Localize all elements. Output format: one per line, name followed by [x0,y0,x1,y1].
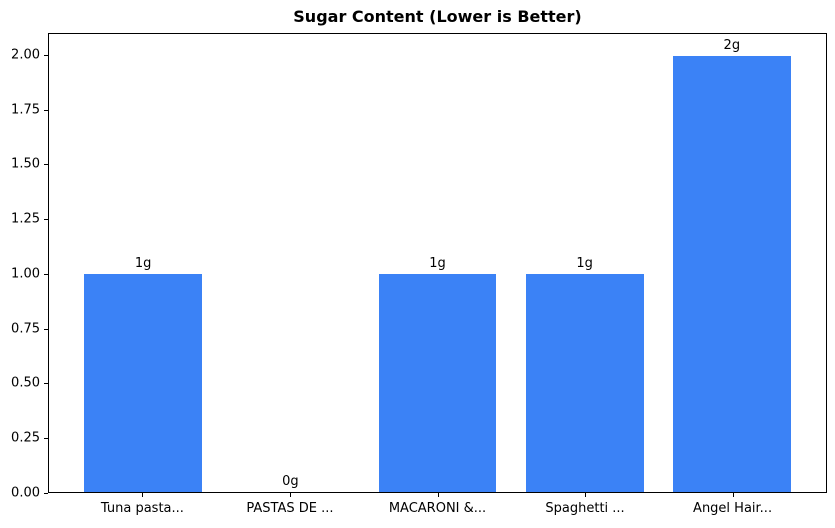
bar-value-label: 1g [134,255,152,271]
bar-value-label: 1g [576,255,593,271]
bar-value-label: 1g [429,255,446,271]
bar-value-label: 2g [723,37,741,53]
y-tick-mark [44,493,48,494]
bar [525,273,644,492]
y-tick-mark [44,54,48,56]
y-tick-label: 2.00 [11,47,40,63]
x-tick-mark [585,493,587,497]
y-tick-mark [44,438,48,440]
x-tick-label: Spaghetti ... [545,501,625,516]
chart-title: Sugar Content (Lower is Better) [293,7,582,26]
x-tick-mark [142,493,144,497]
y-tick-label: 1.25 [11,211,40,227]
y-tick-mark [44,219,48,221]
y-tick-label: 1.75 [11,102,40,118]
x-tick-mark [289,493,291,497]
y-tick-mark [44,164,48,166]
x-tick-label: Angel Hair... [693,501,773,516]
x-axis: Tuna pasta... PASTAS DE ... MACARONI &... S… [48,493,827,527]
y-tick-mark [44,328,48,330]
y-tick-mark [44,383,48,385]
y-tick-label: 0.25 [11,430,40,446]
bars-layer: 1g 0g 1g 1g 2g [49,34,826,492]
y-tick-label: 0.50 [11,375,40,391]
x-tick-label: PASTAS DE ... [246,501,334,516]
bar [672,55,791,492]
x-tick-mark [437,493,439,497]
bar [378,273,497,492]
y-tick-label: 1.00 [11,266,40,282]
y-tick-mark [44,273,48,275]
x-tick-mark [732,493,734,497]
bar-value-label: 0g [282,474,299,489]
y-tick-mark [44,109,48,111]
y-axis: 0.00 0.25 0.50 0.75 1.00 1.25 1.50 1.75 2.00 [0,33,48,501]
x-tick-label: Tuna pasta... [100,501,184,516]
y-tick-label: 1.50 [11,156,40,172]
y-tick-label: 0.00 [11,485,40,501]
plot-area: 1g 0g 1g 1g 2g [48,33,827,493]
bar [84,273,203,492]
x-tick-label: MACARONI &... [388,501,487,516]
y-tick-label: 0.75 [11,321,40,337]
